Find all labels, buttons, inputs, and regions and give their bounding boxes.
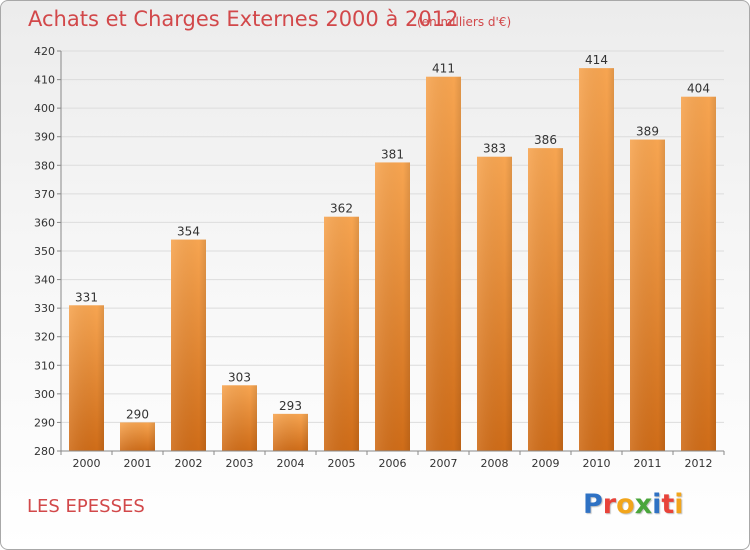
x-tick-label-2002: 2002 (175, 457, 203, 470)
bar-shade-2002 (171, 239, 206, 451)
bar-shade-2003 (222, 385, 257, 451)
data-label-2006: 381 (381, 147, 404, 161)
x-tick-label-2008: 2008 (481, 457, 509, 470)
y-tick-label: 350 (34, 245, 55, 258)
axes: 280 290 300 310 320 330 340 350 360 370 380 390 400 4… (34, 45, 725, 470)
y-tick-label: 320 (34, 331, 55, 344)
x-tick-label-2003: 2003 (226, 457, 254, 470)
bar-shade-2010 (579, 68, 614, 452)
location-label: LES EPESSES (27, 496, 145, 517)
bars (69, 68, 716, 452)
logo-letter-6: i (674, 489, 684, 520)
y-tick-label: 290 (34, 416, 55, 429)
y-tick-label: 280 (34, 445, 55, 458)
y-tick-label: 300 (34, 388, 55, 401)
bar-shade-2001 (120, 422, 155, 451)
y-tick-label: 340 (34, 274, 55, 287)
y-tick-label: 370 (34, 188, 55, 201)
y-tick-label: 420 (34, 45, 55, 58)
chart-subtitle: (en milliers d'€) (417, 15, 512, 29)
proxiti-logo[interactable]: Proxiti (583, 489, 684, 520)
data-label-2000: 331 (75, 290, 98, 304)
x-tick-label-2004: 2004 (277, 457, 305, 470)
bar-shade-2009 (528, 148, 563, 451)
x-tick-label-2012: 2012 (685, 457, 713, 470)
logo-letter-2: o (616, 489, 635, 520)
x-tick-label-2000: 2000 (73, 457, 101, 470)
data-label-2008: 383 (483, 142, 506, 156)
y-tick-label: 410 (34, 74, 55, 87)
x-tick-label-2006: 2006 (379, 457, 407, 470)
data-label-2005: 362 (330, 202, 353, 216)
y-tick-label: 310 (34, 359, 55, 372)
x-tick-label-2010: 2010 (583, 457, 611, 470)
bar-shade-2000 (69, 305, 104, 451)
x-tick-label-2007: 2007 (430, 457, 458, 470)
bar-shade-2006 (375, 162, 410, 451)
logo-letter-1: r (602, 489, 617, 520)
logo-letter-0: P (583, 489, 603, 520)
data-label-2003: 303 (228, 370, 251, 384)
data-label-2011: 389 (636, 125, 659, 139)
logo-letter-3: x (634, 489, 653, 520)
bar-shade-2004 (273, 413, 308, 451)
x-tick-label-2009: 2009 (532, 457, 560, 470)
data-label-2010: 414 (585, 53, 608, 67)
x-tick-label-2001: 2001 (124, 457, 152, 470)
chart-title: Achats et Charges Externes 2000 à 2012 (28, 7, 459, 31)
data-label-2002: 354 (177, 225, 200, 239)
y-tick-label: 330 (34, 302, 55, 315)
x-tick-label-2005: 2005 (328, 457, 356, 470)
y-tick-label: 400 (34, 102, 55, 115)
bar-shade-2008 (477, 156, 512, 451)
y-tick-label: 360 (34, 216, 55, 229)
data-label-2012: 404 (687, 82, 710, 96)
y-tick-label: 390 (34, 131, 55, 144)
data-label-2004: 293 (279, 399, 302, 413)
data-label-2007: 411 (432, 62, 455, 76)
bar-shade-2007 (426, 76, 461, 451)
y-tick-label: 380 (34, 159, 55, 172)
data-label-2009: 386 (534, 133, 557, 147)
data-label-2001: 290 (126, 407, 149, 421)
x-tick-label-2011: 2011 (634, 457, 662, 470)
logo-letter-4: i (652, 489, 662, 520)
bar-shade-2012 (681, 96, 716, 451)
bar-shade-2011 (630, 139, 665, 452)
data-labels: 331 290 354 303 293 362 381 411 383 386 414 389 404 (75, 53, 710, 421)
bar-shade-2005 (324, 216, 359, 451)
logo-letter-5: t (661, 489, 675, 520)
